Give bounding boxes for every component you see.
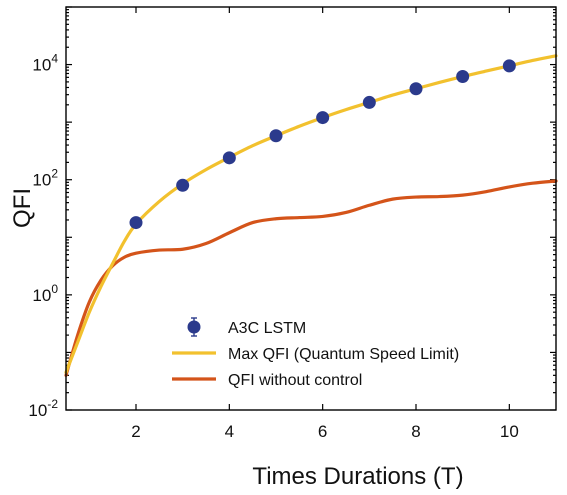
x-tick-label: 4 <box>225 422 234 441</box>
x-tick-label: 10 <box>500 422 519 441</box>
data-point-a3c-lstm <box>222 151 236 165</box>
x-tick-label: 6 <box>318 422 327 441</box>
legend-label-max-qfi-quantum-speed-limit: Max QFI (Quantum Speed Limit) <box>228 346 459 363</box>
y-axis-label: QFI <box>9 188 36 228</box>
series-line-max-qfi-quantum-speed-limit <box>64 54 558 374</box>
y-tick-label: 10-2 <box>28 397 58 420</box>
axis-layer: 2 4 6 8 10 10-2 100 102 104 <box>28 6 556 441</box>
series-layer <box>64 54 558 377</box>
data-point-a3c-lstm <box>129 216 143 230</box>
plot-frame <box>65 6 557 411</box>
data-point-a3c-lstm <box>269 129 283 143</box>
legend-label-qfi-without-control: QFI without control <box>228 372 362 389</box>
x-tick-label: 8 <box>411 422 420 441</box>
y-tick-label: 102 <box>32 167 58 190</box>
data-point-a3c-lstm <box>176 178 190 192</box>
x-axis-label: Times Durations (T) <box>252 463 463 490</box>
y-tick-label: 100 <box>32 282 58 305</box>
y-tick-label: 104 <box>32 52 58 75</box>
x-tick-label: 2 <box>131 422 140 441</box>
legend: A3C LSTM Max QFI (Quantum Speed Limit) QFI… <box>172 317 459 389</box>
legend-label-a3c-lstm: A3C LSTM <box>228 320 306 337</box>
data-point-a3c-lstm <box>362 95 376 109</box>
data-point-a3c-lstm <box>316 111 330 125</box>
legend-marker-a3c-lstm <box>187 320 201 334</box>
data-point-a3c-lstm <box>456 70 470 84</box>
data-point-a3c-lstm <box>409 82 423 96</box>
data-point-a3c-lstm <box>502 59 516 73</box>
